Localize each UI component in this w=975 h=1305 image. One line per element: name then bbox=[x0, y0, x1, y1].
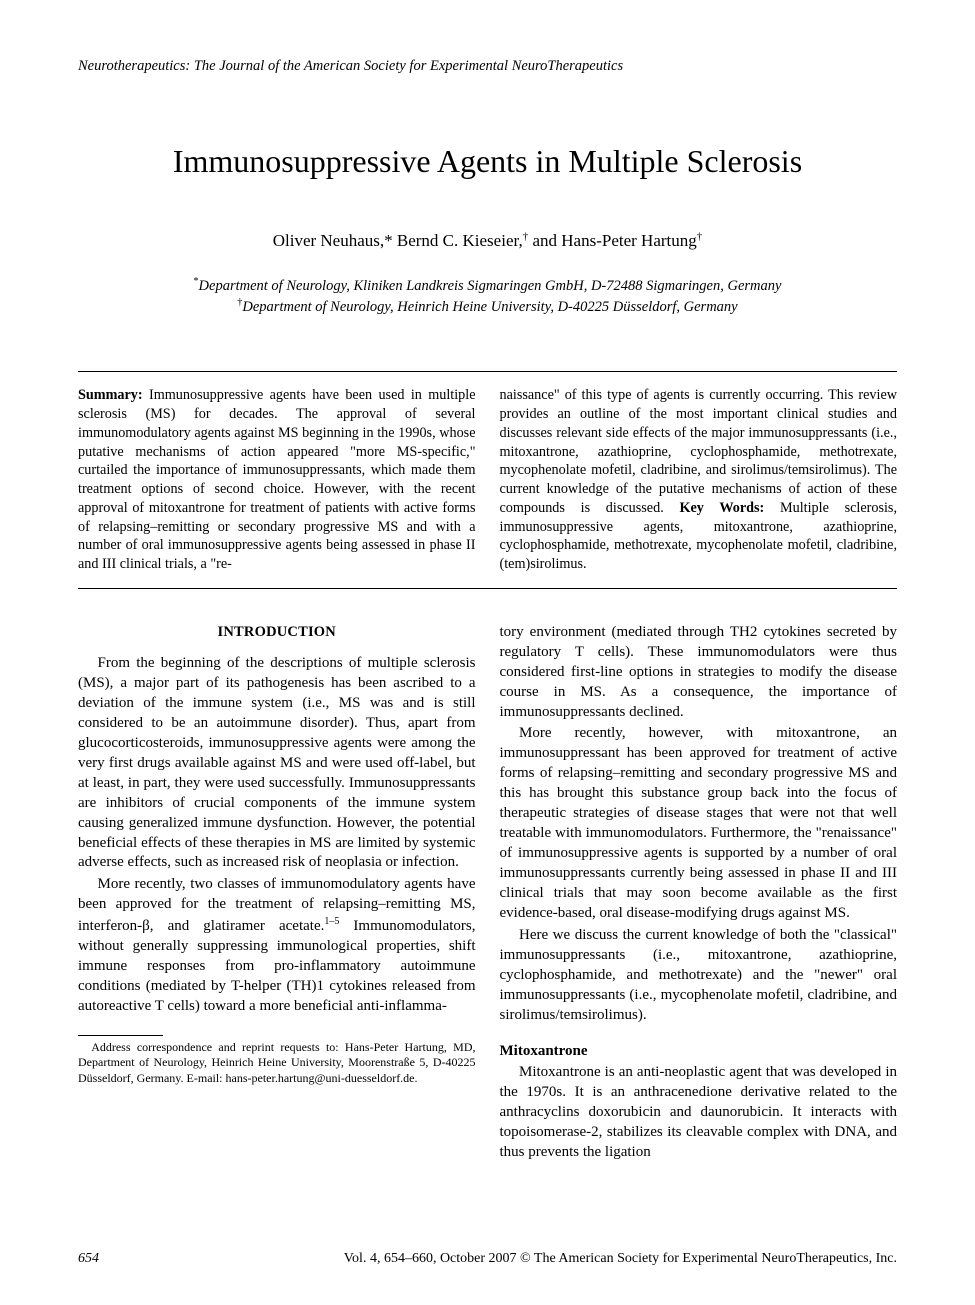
body-paragraph: tory environment (mediated through TH2 c… bbox=[500, 623, 898, 723]
body-right-column: tory environment (mediated through TH2 c… bbox=[500, 623, 898, 1165]
author-list: Oliver Neuhaus,* Bernd C. Kieseier,† and… bbox=[78, 230, 897, 251]
affiliations: *Department of Neurology, Kliniken Landk… bbox=[78, 275, 897, 318]
page-footer: 654 Vol. 4, 654–660, October 2007 © The … bbox=[78, 1251, 897, 1267]
abstract-left-text: Summary: Immunosuppressive agents have b… bbox=[78, 387, 476, 572]
body-left-column: INTRODUCTION From the beginning of the d… bbox=[78, 623, 476, 1165]
abstract-left-column: Summary: Immunosuppressive agents have b… bbox=[78, 386, 476, 573]
footer-citation: Vol. 4, 654–660, October 2007 © The Amer… bbox=[344, 1251, 897, 1267]
correspondence-footnote: Address correspondence and reprint reque… bbox=[78, 1040, 476, 1086]
journal-header: Neurotherapeutics: The Journal of the Am… bbox=[78, 58, 897, 75]
citation-superscript: 1–5 bbox=[324, 916, 339, 927]
footnote-rule bbox=[78, 1035, 163, 1036]
author-text: Oliver Neuhaus,* Bernd C. Kieseier,† and… bbox=[273, 231, 703, 250]
body-columns: INTRODUCTION From the beginning of the d… bbox=[78, 623, 897, 1165]
affiliation-line-1: *Department of Neurology, Kliniken Landk… bbox=[78, 275, 897, 296]
affiliation-text-1: Department of Neurology, Kliniken Landkr… bbox=[199, 277, 782, 293]
abstract-block: Summary: Immunosuppressive agents have b… bbox=[78, 386, 897, 573]
page-container: Neurotherapeutics: The Journal of the Am… bbox=[0, 0, 975, 1305]
section-heading-introduction: INTRODUCTION bbox=[78, 623, 476, 642]
abstract-right-column: naissance" of this type of agents is cur… bbox=[500, 386, 898, 573]
abstract-rule-top bbox=[78, 371, 897, 372]
page-number: 654 bbox=[78, 1251, 99, 1267]
body-paragraph: More recently, however, with mitoxantron… bbox=[500, 724, 898, 923]
article-title: Immunosuppressive Agents in Multiple Scl… bbox=[78, 143, 897, 180]
sub-heading-mitoxantrone: Mitoxantrone bbox=[500, 1042, 898, 1062]
body-paragraph: Here we discuss the current knowledge of… bbox=[500, 926, 898, 1026]
body-paragraph: More recently, two classes of immunomodu… bbox=[78, 875, 476, 1017]
body-paragraph: From the beginning of the descriptions o… bbox=[78, 654, 476, 873]
body-paragraph: Mitoxantrone is an anti-neoplastic agent… bbox=[500, 1063, 898, 1163]
affiliation-line-2: †Department of Neurology, Heinrich Heine… bbox=[78, 296, 897, 317]
affiliation-text-2: Department of Neurology, Heinrich Heine … bbox=[242, 299, 737, 315]
abstract-rule-bottom bbox=[78, 588, 897, 589]
abstract-right-text: naissance" of this type of agents is cur… bbox=[500, 387, 898, 572]
